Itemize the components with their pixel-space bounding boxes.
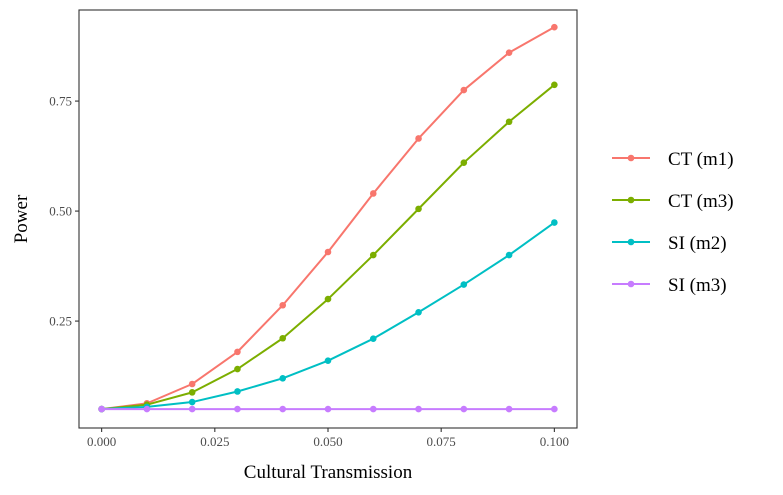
data-point (234, 365, 241, 373)
legend-key-point (627, 280, 635, 288)
legend-item: CT (m3) (612, 191, 734, 212)
legend-item: SI (m2) (612, 233, 727, 254)
legend-key-point (627, 238, 635, 246)
y-axis: 0.25 0.50 0.75 (49, 94, 79, 329)
legend-item: CT (m1) (612, 149, 734, 170)
data-point (188, 398, 196, 406)
data-point (279, 334, 287, 342)
data-point (505, 118, 513, 126)
legend-key-point (627, 196, 635, 204)
data-point (460, 159, 468, 166)
data-point (460, 281, 468, 288)
x-axis: 0.000 0.025 0.050 0.075 0.100 (87, 428, 569, 449)
data-point (415, 308, 422, 316)
data-point (324, 295, 332, 303)
data-point (551, 81, 558, 89)
data-point (415, 405, 422, 413)
data-point (279, 374, 287, 382)
data-point (188, 405, 196, 413)
data-point (551, 219, 558, 226)
x-axis-title: Cultural Transmission (244, 462, 413, 483)
data-point (460, 405, 468, 413)
data-point (369, 405, 377, 413)
data-point (143, 405, 151, 413)
data-point (324, 248, 332, 256)
legend-label: CT (m3) (668, 191, 734, 212)
data-point (505, 405, 513, 413)
data-point (505, 251, 513, 259)
plot-panel (78, 9, 578, 429)
x-tick-label: 0.100 (540, 434, 569, 449)
data-point (551, 23, 558, 31)
series-layer (98, 23, 558, 413)
series-si-m3 (98, 405, 558, 413)
x-tick-label: 0.075 (427, 434, 456, 449)
legend-label: CT (m1) (668, 149, 734, 170)
data-point (551, 405, 558, 413)
data-point (415, 205, 422, 213)
series-ct-m1 (98, 23, 558, 413)
data-point (324, 357, 332, 364)
data-point (369, 251, 377, 259)
data-point (369, 190, 377, 197)
legend-key-point (627, 154, 635, 162)
legend-label: SI (m3) (668, 275, 727, 296)
data-point (369, 335, 377, 342)
data-point (234, 348, 241, 356)
x-tick-label: 0.025 (200, 434, 229, 449)
y-tick-label: 0.50 (49, 204, 72, 219)
legend-label: SI (m2) (668, 233, 727, 254)
y-tick-label: 0.25 (49, 314, 72, 329)
data-point (415, 135, 422, 142)
data-point (460, 86, 468, 94)
data-point (188, 380, 196, 388)
data-point (279, 405, 287, 413)
x-tick-label: 0.050 (313, 434, 342, 449)
data-point (234, 405, 241, 413)
data-point (98, 405, 105, 413)
y-axis-title: Power (11, 194, 32, 243)
data-point (324, 405, 332, 413)
y-tick-label: 0.75 (49, 94, 72, 109)
data-point (279, 301, 287, 309)
data-point (505, 49, 513, 56)
data-point (234, 388, 241, 395)
data-point (188, 389, 196, 396)
legend: CT (m1) CT (m3) SI (m2) SI (m3) (612, 149, 734, 296)
x-tick-label: 0.000 (87, 434, 116, 449)
legend-item: SI (m3) (612, 275, 727, 296)
